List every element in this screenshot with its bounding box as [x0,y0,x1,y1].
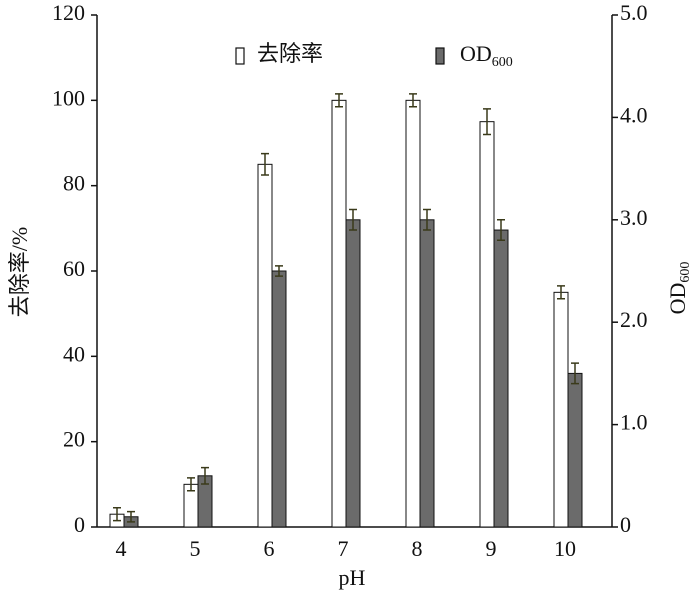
bar [331,99,347,528]
y-tick-label: 80 [63,171,85,196]
error-bar [261,152,269,176]
x-tick-label: 8 [412,536,423,561]
bar [271,270,287,528]
y2-tick-label: 4.0 [620,102,648,127]
x-tick-label: 6 [264,536,275,561]
legend-label-main: OD [460,41,492,66]
x-tick-label: 10 [554,536,576,561]
y-tick-label: 40 [63,341,85,366]
error-bar [187,477,195,492]
bar [553,291,569,528]
x-tick-label: 5 [190,536,201,561]
y2-tick-label: 5.0 [620,0,648,25]
x-tick-label: 9 [486,536,497,561]
bar [567,372,583,528]
error-bar [335,93,343,108]
y-axis-label: 去除率/% [7,227,32,317]
legend-label-sub: 600 [492,55,513,70]
y-tick-label: 100 [52,85,85,110]
error-bar [557,285,565,300]
bar [345,219,361,528]
error-bar [409,93,417,108]
y-tick-label: 20 [63,427,85,452]
y2-tick-label: 2.0 [620,307,648,332]
error-bar [571,362,579,385]
y2-axis-label-main: OD [665,283,690,315]
y2-axis-label: OD600 [665,262,693,315]
y-tick-label: 0 [74,512,85,537]
legend-swatch [235,47,245,65]
error-bar [127,510,135,523]
error-bar [113,507,121,522]
error-bar [423,208,431,231]
error-bar [275,265,283,277]
y2-tick-label: 3.0 [620,205,648,230]
error-bar [497,219,505,242]
bar [479,121,495,528]
legend-label: 去除率 [257,41,323,66]
y2-tick-label: 0 [620,512,631,537]
bar [493,229,509,528]
y-tick-label: 120 [52,0,85,25]
error-bar [483,108,491,136]
x-tick-label: 4 [116,536,127,561]
x-tick-label: 7 [338,536,349,561]
bar [405,99,421,528]
bar [257,163,273,528]
y2-tick-label: 1.0 [620,410,648,435]
legend-label: OD600 [460,41,513,70]
error-bar [349,208,357,231]
error-bar [201,466,209,485]
y-tick-label: 60 [63,256,85,281]
y2-axis-label-sub: 600 [678,262,693,283]
legend-swatch [435,47,445,65]
x-axis-label: pH [339,565,366,590]
bar [419,219,435,528]
